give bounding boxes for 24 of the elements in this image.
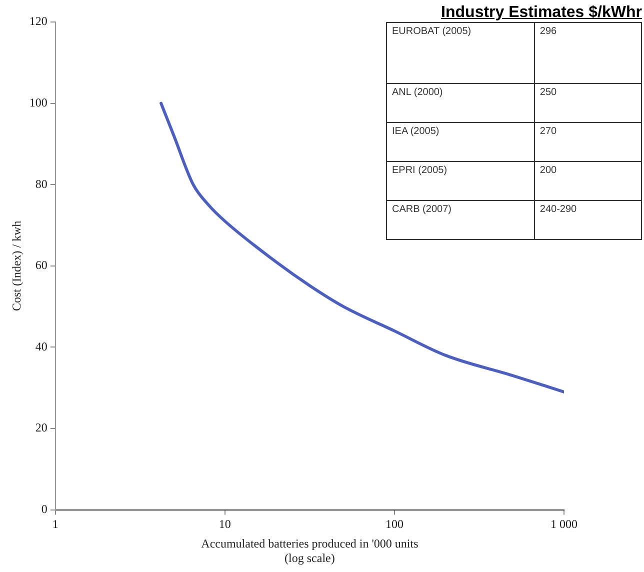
annotation: 240-290 bbox=[534, 200, 642, 240]
y-tick-label: 40 bbox=[35, 339, 48, 354]
y-tick-label: 60 bbox=[35, 258, 48, 272]
y-tick-label: 0 bbox=[41, 502, 48, 516]
x-tick-label: 1 000 bbox=[550, 517, 578, 532]
annotation: IEA (2005) bbox=[386, 122, 534, 162]
annotation: 200 bbox=[534, 162, 642, 200]
x-tick-label: 100 bbox=[385, 517, 404, 532]
annotation: 296 bbox=[534, 22, 642, 84]
annotation: 270 bbox=[534, 122, 642, 162]
x-axis-title: Accumulated batteries produced in '000 units (log scale) bbox=[201, 536, 419, 565]
y-tick-label: 20 bbox=[35, 420, 48, 435]
annotation: 250 bbox=[534, 84, 642, 122]
annotation: EPRI (2005) bbox=[386, 162, 534, 200]
y-tick-label: 100 bbox=[29, 95, 48, 110]
y-tick-label: 120 bbox=[29, 14, 48, 28]
y-tick-label: 80 bbox=[35, 176, 48, 191]
annotation: EUROBAT (2005) bbox=[386, 22, 534, 84]
x-tick-label: 10 bbox=[218, 517, 231, 532]
annotation: CARB (2007) bbox=[386, 200, 534, 240]
x-tick-label: 1 bbox=[52, 517, 58, 532]
text: Industry Estimates $/kWhr bbox=[440, 4, 642, 22]
annotation: ANL (2000) bbox=[386, 84, 534, 122]
y-axis-title: Cost (Index) / kwh bbox=[9, 220, 24, 312]
